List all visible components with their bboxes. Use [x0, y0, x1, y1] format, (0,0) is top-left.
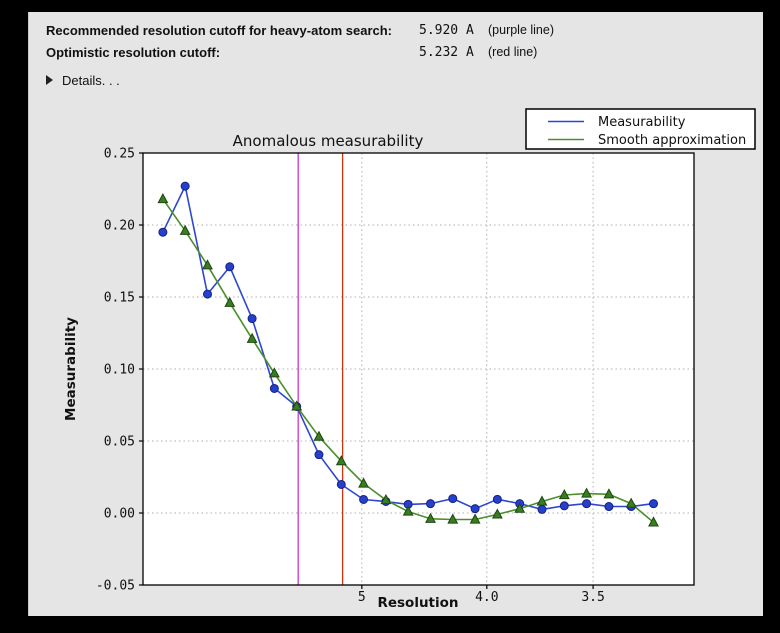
data-point-triangle [291, 400, 303, 411]
cutoff-lines-layer [297, 153, 344, 585]
chart-area: 0.25 0.20 0.15 0.10 0.05 0.00 -0.05 5 4.0 3.5 Ano… [29, 95, 764, 616]
y-tick-label: -0.05 [96, 579, 135, 594]
data-point-circle [492, 494, 502, 504]
y-tick-label: 0.25 [104, 147, 135, 162]
data-point-triangle [358, 477, 370, 488]
data-point-triangle [402, 505, 414, 516]
optimistic-cutoff-value: 5.232 A [419, 45, 474, 60]
data-point-circle [180, 181, 190, 191]
optimistic-cutoff-row: Optimistic resolution cutoff: 5.232 A (r… [29, 45, 764, 61]
data-point-circle [247, 314, 257, 324]
data-point-triangle [202, 259, 213, 270]
recommended-cutoff-label: Recommended resolution cutoff for heavy-… [46, 23, 393, 38]
data-point-circle [470, 504, 480, 514]
y-axis-label: Measurability [63, 317, 79, 421]
data-point-circle [202, 289, 212, 299]
data-point-triangle [648, 516, 659, 527]
x-axis-label: Resolution [377, 595, 458, 611]
legend-label-measurability: Measurability [598, 115, 686, 130]
data-point-circle [649, 499, 659, 509]
details-label: Details. . . [62, 72, 120, 88]
y-tick-label: 0.05 [104, 435, 135, 450]
y-tick-label: 0.20 [104, 219, 135, 234]
optimistic-cutoff-label: Optimistic resolution cutoff: [46, 45, 221, 60]
data-point-circle [269, 383, 279, 393]
data-point-circle [425, 499, 435, 509]
data-point-triangle [157, 193, 169, 204]
data-point-triangle [268, 367, 280, 378]
data-point-triangle [491, 508, 503, 519]
y-tick-label: 0.10 [104, 363, 135, 378]
legend-label-smooth-approximation: Smooth approximation [598, 133, 746, 148]
disclosure-triangle-icon [46, 75, 53, 85]
measurability-plot-canvas[interactable]: 0.25 0.20 0.15 0.10 0.05 0.00 -0.05 5 4.0 3.5 Ano… [29, 95, 764, 616]
data-point-triangle [380, 493, 392, 505]
data-point-triangle [313, 430, 325, 441]
grid-layer [143, 153, 694, 585]
data-point-triangle [625, 497, 637, 508]
legend-box [525, 108, 756, 150]
data-point-circle [336, 479, 346, 489]
legend: Measurability Smooth approximation [525, 108, 756, 150]
data-point-circle [359, 494, 369, 504]
details-disclosure[interactable]: Details. . . [46, 71, 120, 89]
data-point-triangle [425, 512, 436, 523]
data-point-circle [582, 499, 592, 509]
data-point-triangle [603, 488, 615, 499]
recommended-cutoff-note: (purple line) [488, 23, 555, 37]
data-point-triangle [558, 488, 570, 500]
x-tick-label: 3.5 [581, 590, 604, 605]
x-tick-label: 5 [358, 590, 366, 605]
data-point-triangle [179, 224, 191, 235]
data-point-circle [559, 501, 569, 511]
data-point-triangle [224, 296, 236, 307]
chart-title: Anomalous measurability [233, 132, 424, 150]
data-point-triangle [469, 513, 481, 524]
data-point-triangle [536, 495, 548, 506]
data-point-circle [604, 502, 614, 512]
data-point-triangle [335, 455, 347, 466]
data-point-circle [537, 504, 547, 514]
data-point-triangle [581, 487, 593, 498]
series-layer [157, 181, 659, 527]
data-point-circle [314, 450, 324, 460]
ticks-layer: 0.25 0.20 0.15 0.10 0.05 0.00 -0.05 5 4.0 3.5 [96, 147, 605, 606]
y-tick-label: 0.15 [104, 291, 135, 306]
recommended-cutoff-value: 5.920 A [419, 23, 474, 38]
data-point-triangle [246, 332, 258, 343]
x-tick-label: 4.0 [475, 590, 498, 605]
data-point-circle [448, 494, 458, 504]
data-point-triangle [514, 502, 526, 513]
data-point-circle [225, 262, 235, 272]
app-panel: Recommended resolution cutoff for heavy-… [28, 12, 763, 616]
data-point-circle [158, 227, 168, 237]
optimistic-cutoff-note: (red line) [488, 45, 538, 59]
recommended-cutoff-row: Recommended resolution cutoff for heavy-… [29, 23, 764, 39]
data-point-triangle [447, 513, 459, 524]
y-tick-label: 0.00 [104, 507, 135, 522]
